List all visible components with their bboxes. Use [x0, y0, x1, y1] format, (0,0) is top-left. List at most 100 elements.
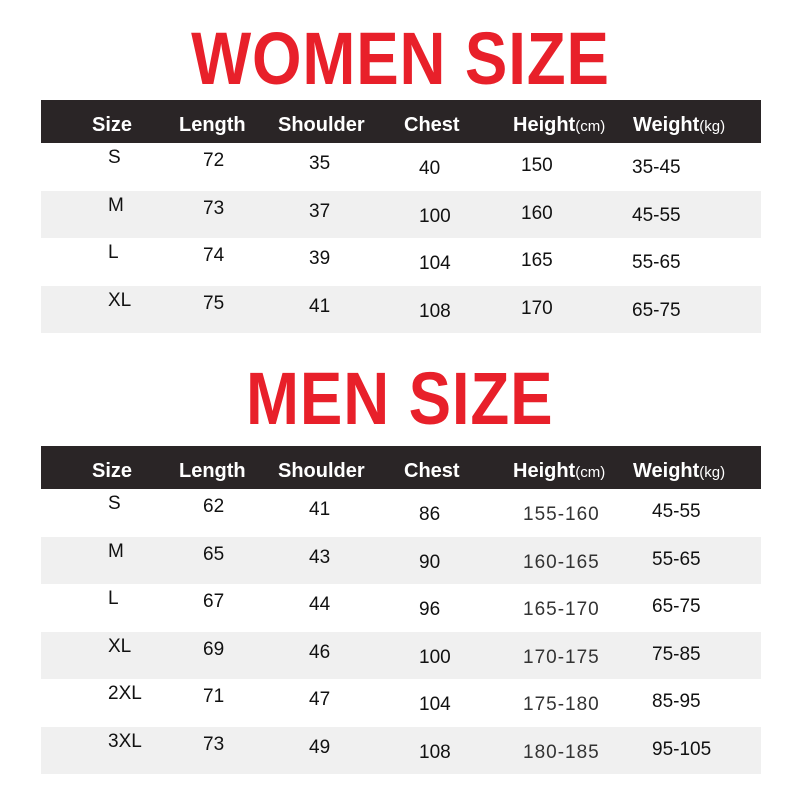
- header-size: Size: [92, 460, 132, 483]
- header-height: Height(cm): [513, 460, 605, 483]
- cell-weight: 65-75: [632, 299, 681, 321]
- cell-size: M: [108, 194, 124, 216]
- cell-chest: 100: [419, 205, 451, 227]
- header-unit: (cm): [575, 118, 606, 135]
- cell-height: 180-185: [523, 741, 600, 763]
- cell-shoulder: 49: [309, 736, 331, 758]
- header-label: Shoulder: [278, 460, 365, 482]
- header-height: Height(cm): [513, 114, 605, 137]
- cell-length: 69: [203, 638, 225, 660]
- header-label: Size: [92, 460, 133, 482]
- cell-size: S: [108, 493, 121, 514]
- table-row: 2XL 71 47 104 175-180 85-95: [41, 679, 761, 727]
- cell-shoulder: 44: [309, 594, 331, 615]
- cell-chest: 100: [419, 646, 451, 668]
- cell-chest: 40: [419, 158, 441, 179]
- table-row: XL 69 46 100 170-175 75-85: [41, 631, 761, 679]
- table-row: L 67 44 96 165-170 65-75: [41, 584, 761, 632]
- cell-length: 73: [203, 197, 225, 219]
- cell-length: 67: [203, 591, 225, 612]
- header-label: Height: [513, 460, 576, 482]
- header-weight: Weight(kg): [633, 114, 725, 137]
- header-label: Size: [92, 114, 133, 136]
- cell-chest: 104: [419, 694, 451, 715]
- header-size: Size: [92, 114, 132, 137]
- cell-height: 165-170: [523, 599, 600, 620]
- header-label: Chest: [404, 114, 460, 136]
- header-label: Chest: [404, 460, 460, 482]
- cell-length: 73: [203, 733, 225, 755]
- men-size-table: Size Length Shoulder Chest Height(cm) Weight(…: [41, 446, 761, 774]
- cell-weight: 65-75: [652, 596, 701, 617]
- header-label: Height: [513, 114, 576, 136]
- cell-weight: 95-105: [652, 738, 712, 760]
- cell-chest: 90: [419, 551, 441, 573]
- cell-chest: 108: [419, 300, 451, 322]
- cell-weight: 75-85: [652, 643, 701, 665]
- cell-weight: 35-45: [632, 157, 681, 178]
- cell-length: 72: [203, 150, 225, 171]
- table-row: S 72 35 40 150 35-45: [41, 143, 761, 191]
- cell-size: L: [108, 588, 119, 609]
- table-row: M 65 43 90 160-165 55-65: [41, 536, 761, 584]
- cell-chest: 96: [419, 599, 441, 620]
- header-unit: (kg): [699, 464, 726, 481]
- cell-chest: 108: [419, 741, 451, 763]
- cell-size: L: [108, 242, 119, 263]
- table-header: Size Length Shoulder Chest Height(cm) Weight(…: [41, 446, 761, 489]
- header-shoulder: Shoulder: [278, 114, 365, 137]
- header-chest: Chest: [404, 460, 460, 483]
- cell-height: 160-165: [523, 551, 600, 573]
- cell-height: 160: [521, 202, 553, 224]
- header-length: Length: [179, 460, 246, 483]
- cell-length: 75: [203, 292, 225, 314]
- table-header: Size Length Shoulder Chest Height(cm) Weight(…: [41, 100, 761, 143]
- cell-weight: 55-65: [652, 548, 701, 570]
- cell-size: M: [108, 540, 124, 562]
- header-label: Length: [179, 460, 246, 482]
- cell-shoulder: 35: [309, 153, 331, 174]
- header-unit: (kg): [699, 118, 726, 135]
- table-row: 3XL 73 49 108 180-185 95-105: [41, 726, 761, 774]
- cell-length: 65: [203, 543, 225, 565]
- cell-chest: 86: [419, 504, 441, 525]
- table-row: XL 75 41 108 170 65-75: [41, 285, 761, 333]
- cell-shoulder: 41: [309, 499, 331, 520]
- women-size-table: Size Length Shoulder Chest Height(cm) Weight(…: [41, 100, 761, 333]
- cell-shoulder: 46: [309, 641, 331, 663]
- header-weight: Weight(kg): [633, 460, 725, 483]
- cell-length: 71: [203, 686, 225, 707]
- cell-height: 175-180: [523, 694, 600, 715]
- header-label: Weight: [633, 114, 700, 136]
- cell-weight: 85-95: [652, 691, 701, 712]
- cell-length: 62: [203, 496, 225, 517]
- cell-height: 155-160: [523, 504, 600, 525]
- header-label: Length: [179, 114, 246, 136]
- cell-size: S: [108, 147, 121, 168]
- cell-shoulder: 43: [309, 546, 331, 568]
- cell-height: 150: [521, 155, 553, 176]
- cell-weight: 45-55: [632, 204, 681, 226]
- header-chest: Chest: [404, 114, 460, 137]
- cell-height: 165: [521, 250, 553, 271]
- header-label: Weight: [633, 460, 700, 482]
- table-row: L 74 39 104 165 55-65: [41, 238, 761, 286]
- header-unit: (cm): [575, 464, 606, 481]
- cell-height: 170: [521, 297, 553, 319]
- cell-weight: 55-65: [632, 252, 681, 273]
- cell-length: 74: [203, 245, 225, 266]
- header-label: Shoulder: [278, 114, 365, 136]
- women-size-title: WOMEN SIZE: [190, 17, 610, 100]
- cell-chest: 104: [419, 253, 451, 274]
- cell-size: 3XL: [108, 730, 142, 752]
- table-row: M 73 37 100 160 45-55: [41, 190, 761, 238]
- table-row: S 62 41 86 155-160 45-55: [41, 489, 761, 537]
- cell-shoulder: 41: [309, 295, 331, 317]
- cell-shoulder: 47: [309, 689, 331, 710]
- cell-size: XL: [108, 289, 132, 311]
- cell-height: 170-175: [523, 646, 600, 668]
- cell-size: XL: [108, 635, 132, 657]
- men-size-title: MEN SIZE: [246, 357, 554, 440]
- cell-shoulder: 37: [309, 200, 331, 222]
- header-length: Length: [179, 114, 246, 137]
